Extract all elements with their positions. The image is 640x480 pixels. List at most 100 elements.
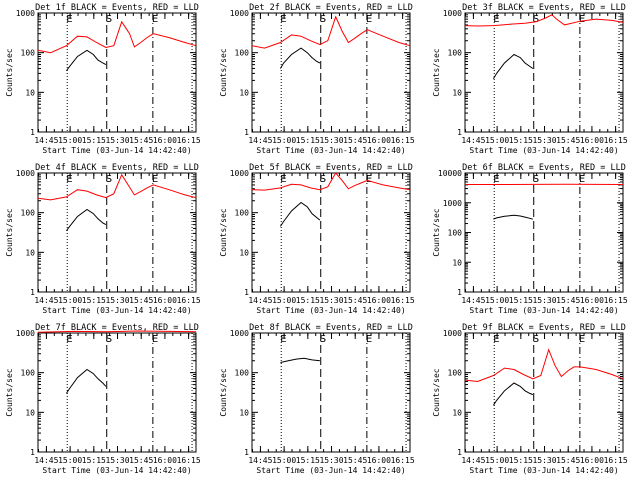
panel-det-2: Det 2f BLACK = Events, RED = LLD 1 10 100 10… (219, 3, 415, 155)
y-tick-label: 100 (448, 369, 463, 378)
panel-title: Det 4f BLACK = Events, RED = LLD (35, 163, 199, 173)
y-tick-label: 10 (25, 88, 35, 97)
marker-label: S (533, 14, 539, 25)
x-tick-label: 15:15 (296, 456, 320, 465)
x-axis-label: Start Time (03-Jun-14 14:42:40) (256, 466, 405, 475)
x-tick-label: 15:15 (296, 136, 320, 145)
panel-title: Det 7f BLACK = Events, RED = LLD (35, 323, 199, 333)
panel-title: Det 9f BLACK = Events, RED = LLD (462, 323, 626, 333)
series-lld (464, 348, 624, 383)
marker-label: S (106, 174, 112, 185)
y-tick-label: 10 (239, 408, 249, 417)
x-tick-label: 16:15 (604, 296, 628, 305)
series-events (280, 357, 320, 363)
series-events (492, 53, 534, 80)
panel-title: Det 1f BLACK = Events, RED = LLD (35, 3, 199, 13)
y-axis-label: Counts/sec (219, 208, 228, 256)
y-tick-label: 100 (235, 49, 250, 58)
series-events (492, 382, 534, 406)
series-events (493, 214, 534, 220)
marker-label: S (106, 334, 112, 345)
y-tick-label: 10 (452, 258, 462, 267)
panel-det-7: Det 7f BLACK = Events, RED = LLD 1 10 100 10… (5, 323, 201, 475)
series-events (65, 49, 107, 72)
y-tick-label: 1 (244, 128, 249, 137)
marker-label: E (493, 14, 499, 25)
y-axis-label: Counts/sec (5, 208, 14, 256)
x-tick-label: 16:15 (177, 296, 201, 305)
x-tick-label: 16:15 (177, 456, 201, 465)
y-tick-label: 10 (239, 248, 249, 257)
x-tick-label: 15:30 (319, 296, 343, 305)
x-tick-label: 15:45 (343, 296, 367, 305)
marker-label: E (152, 14, 158, 25)
marker-label: E (579, 14, 585, 25)
y-tick-label: 1 (30, 288, 35, 297)
x-tick-label: 15:30 (105, 136, 129, 145)
y-tick-label: 10 (25, 248, 35, 257)
y-tick-label: 1 (30, 448, 35, 457)
plot-frame (251, 172, 411, 293)
x-tick-label: 15:00 (58, 456, 82, 465)
x-tick-label: 16:00 (367, 456, 391, 465)
plot-frame (464, 332, 624, 453)
x-tick-label: 14:45 (34, 456, 58, 465)
marker-label: E (366, 14, 372, 25)
x-axis-label: Start Time (03-Jun-14 14:42:40) (256, 306, 405, 315)
plot-frame (37, 12, 197, 133)
plot-frame (251, 12, 411, 133)
x-axis-label: Start Time (03-Jun-14 14:42:40) (42, 466, 191, 475)
marker-label: S (320, 334, 326, 345)
x-tick-label: 16:15 (604, 136, 628, 145)
x-tick-label: 16:00 (580, 296, 604, 305)
y-tick-label: 1000 (230, 9, 249, 18)
x-tick-label: 15:00 (272, 136, 296, 145)
marker-label: E (579, 174, 585, 185)
marker-label: E (493, 174, 499, 185)
x-tick-label: 15:00 (485, 456, 509, 465)
y-tick-label: 1000 (230, 169, 249, 178)
x-tick-label: 14:45 (34, 136, 58, 145)
x-tick-label: 15:45 (556, 136, 580, 145)
x-axis-label: Start Time (03-Jun-14 14:42:40) (469, 306, 618, 315)
x-tick-label: 14:45 (248, 296, 272, 305)
series-events (65, 208, 107, 232)
y-tick-label: 1 (244, 448, 249, 457)
x-tick-label: 15:15 (82, 456, 106, 465)
x-tick-label: 15:30 (319, 456, 343, 465)
y-tick-label: 1000 (16, 329, 35, 338)
y-tick-label: 10 (452, 408, 462, 417)
x-tick-label: 16:00 (153, 296, 177, 305)
y-axis-label: Counts/sec (5, 48, 14, 96)
x-tick-label: 14:45 (461, 296, 485, 305)
y-tick-label: 100 (21, 209, 36, 218)
panel-det-6: Det 6f BLACK = Events, RED = LLD 1 10 100 10… (432, 163, 628, 315)
y-axis-label: Counts/sec (432, 48, 441, 96)
x-tick-label: 16:15 (391, 296, 415, 305)
marker-label: E (366, 334, 372, 345)
x-tick-label: 16:00 (367, 296, 391, 305)
series-events (279, 201, 321, 227)
x-tick-label: 15:15 (82, 296, 106, 305)
marker-label: E (66, 14, 72, 25)
marker-label: E (280, 334, 286, 345)
x-tick-label: 16:00 (153, 136, 177, 145)
series-events (279, 47, 321, 69)
marker-label: S (533, 174, 539, 185)
x-tick-label: 16:00 (580, 456, 604, 465)
y-axis-label: Counts/sec (5, 368, 14, 416)
x-tick-label: 15:15 (509, 456, 533, 465)
x-tick-label: 15:00 (58, 136, 82, 145)
y-tick-label: 1000 (443, 329, 462, 338)
series-lld (251, 172, 411, 191)
x-tick-label: 15:00 (272, 296, 296, 305)
marker-label: S (320, 174, 326, 185)
panel-title: Det 5f BLACK = Events, RED = LLD (249, 163, 413, 173)
marker-label: S (106, 14, 112, 25)
marker-label: E (493, 334, 499, 345)
marker-label: S (533, 334, 539, 345)
series-lld (464, 14, 624, 27)
x-tick-label: 15:45 (343, 456, 367, 465)
y-tick-label: 1 (457, 288, 462, 297)
x-axis-label: Start Time (03-Jun-14 14:42:40) (469, 466, 618, 475)
